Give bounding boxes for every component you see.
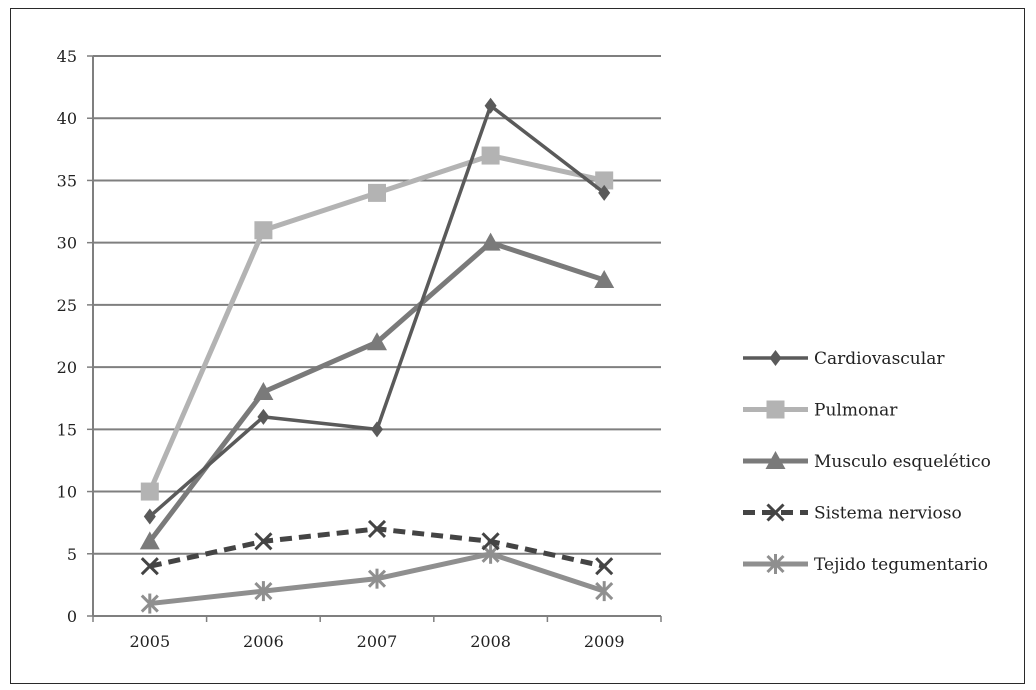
axes [92,56,661,617]
series-line [149,526,605,569]
y-tick-label: 5 [67,545,77,564]
legend-marker [766,400,785,419]
y-tick-label: 20 [57,358,77,377]
data-point [481,146,500,165]
legend-label: Sistema nervioso [814,504,962,524]
legend: Cardiovascular Pulmonar Musculo esquelétic… [743,349,991,575]
legend-marker [766,554,785,574]
y-axis-ticks: 0 5 10 15 20 25 30 35 40 45 [57,47,93,626]
y-tick-label: 0 [67,607,77,626]
data-point [367,519,387,538]
x-tick-label: 2005 [129,632,170,651]
legend-label: Pulmonar [814,401,898,421]
data-point [139,531,160,550]
x-tick-label: 2007 [357,632,398,651]
y-tick-label: 45 [57,47,77,66]
series-musculo-esqueletico [139,232,615,550]
legend-item: Pulmonar [743,400,898,421]
data-point [254,581,273,602]
data-point [367,568,387,589]
data-point [367,332,387,351]
data-point [143,508,156,525]
legend-marker [766,503,785,522]
x-tick-label: 2009 [584,632,625,651]
legend-marker [765,451,786,469]
legend-label: Cardiovascular [814,349,945,369]
x-axis-ticks: 2005 2006 2007 2008 2009 [92,616,662,651]
data-point [368,183,386,202]
data-point [371,421,383,438]
data-point [598,184,611,201]
data-point [140,593,159,614]
legend-item: Musculo esquelético [743,451,991,472]
data-point [484,97,497,114]
y-tick-label: 15 [57,420,77,439]
legend-item: Tejido tegumentario [743,554,988,575]
data-point [595,171,614,190]
y-tick-label: 25 [57,296,77,315]
data-point [481,532,500,551]
series-tejido-tegumentario [140,543,614,614]
marker-stroke [254,532,273,551]
series-line [147,153,605,493]
marker-stroke [367,519,387,538]
data-point [253,382,274,400]
y-tick-label: 40 [57,109,77,128]
data-point [140,557,159,576]
data-point [254,532,273,551]
marker-stroke [766,503,785,522]
series-sistema-nervioso [140,519,614,576]
data-point [480,232,501,251]
x-tick-label: 2006 [243,632,284,651]
data-point [594,270,615,288]
legend-item: Sistema nervioso [743,503,962,524]
series-cardiovascular [143,97,611,525]
y-tick-label: 10 [57,483,77,502]
marker-stroke [595,557,614,576]
y-tick-label: 35 [57,171,77,190]
data-point [254,221,273,240]
x-tick-label: 2008 [470,632,511,651]
series-group [139,97,615,614]
legend-label: Musculo esquelético [814,452,991,472]
legend-label: Tejido tegumentario [814,555,988,575]
chart-frame [10,8,1025,684]
marker-stroke [481,532,500,551]
data-point [595,581,614,602]
data-point [140,482,159,501]
marker-stroke [140,557,159,576]
series-pulmonar [140,146,614,501]
legend-marker [769,350,782,366]
series-line [147,240,605,543]
grid-lines [93,55,661,555]
y-tick-label: 30 [57,234,77,253]
data-point [257,408,270,425]
legend-item: Cardiovascular [743,349,945,369]
data-point [595,557,614,576]
